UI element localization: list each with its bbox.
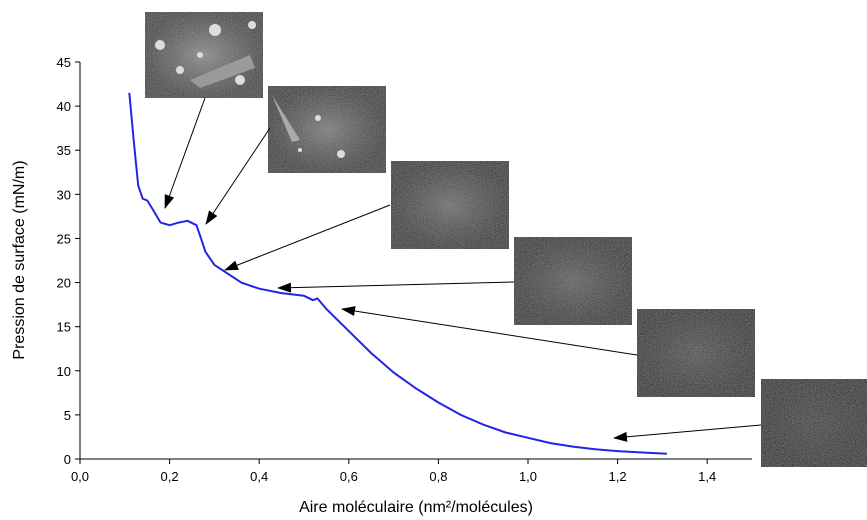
- micrograph: [391, 161, 509, 249]
- y-tick-label: 10: [57, 364, 71, 379]
- x-tick-label: 0,8: [429, 469, 447, 484]
- x-tick-label: 0,4: [250, 469, 268, 484]
- arrow: [205, 127, 271, 225]
- y-tick-label: 30: [57, 187, 71, 202]
- arrow: [224, 204, 391, 271]
- x-tick-label: 0,6: [340, 469, 358, 484]
- x-tick-label: 0,2: [161, 469, 179, 484]
- y-axis-label: Pression de surface (mN/m): [11, 160, 28, 359]
- arrow: [164, 97, 206, 209]
- y-tick-label: 35: [57, 143, 71, 158]
- x-tick-label: 1,4: [698, 469, 716, 484]
- data-line: [128, 92, 667, 455]
- y-tick-label: 40: [57, 99, 71, 114]
- micrograph: [637, 309, 755, 397]
- y-tick-label: 5: [64, 408, 71, 423]
- domains: [155, 21, 256, 88]
- y-tick-label: 25: [57, 231, 71, 246]
- y-tick-label: 45: [57, 55, 71, 70]
- micrograph: [268, 86, 386, 173]
- arrow: [277, 281, 515, 293]
- arrow: [613, 424, 762, 442]
- micrographs: [145, 12, 867, 467]
- micrograph: [514, 237, 632, 325]
- y-tick-label: 15: [57, 320, 71, 335]
- y-tick-label: 0: [64, 452, 71, 467]
- domains: [272, 95, 345, 158]
- micrograph: [761, 379, 867, 467]
- arrows: [164, 97, 762, 442]
- x-tick-label: 0,0: [71, 469, 89, 484]
- arrow: [341, 306, 638, 356]
- x-axis-label: Aire moléculaire (nm²/molécules): [299, 499, 533, 516]
- x-tick-label: 1,2: [609, 469, 627, 484]
- y-tick-label: 20: [57, 276, 71, 291]
- x-tick-label: 1,0: [519, 469, 537, 484]
